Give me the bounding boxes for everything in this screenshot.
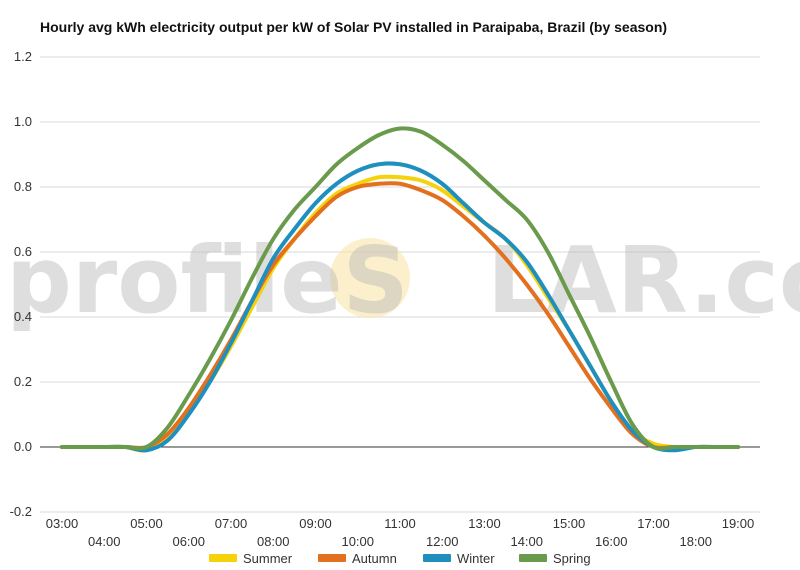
x-tick-label: 16:00 xyxy=(595,534,628,549)
x-tick-label: 09:00 xyxy=(299,516,332,531)
legend-label: Spring xyxy=(553,551,591,566)
x-tick-label: 07:00 xyxy=(215,516,248,531)
svg-text:profileSOLAR.com: profileSOLAR.com xyxy=(6,227,800,334)
legend-label: Winter xyxy=(457,551,495,566)
watermark-text-o: O xyxy=(409,227,487,334)
series-line-spring[interactable] xyxy=(60,126,740,451)
legend-label: Autumn xyxy=(352,551,397,566)
x-tick-label: 05:00 xyxy=(130,516,163,531)
watermark: profileSOLAR.com xyxy=(6,227,800,334)
watermark-text-pre: profileS xyxy=(6,227,409,334)
x-axis: 03:00 04:00 05:00 06:00 07:00 08:00 09:00 10:00… xyxy=(46,516,755,549)
legend-item-autumn[interactable]: Autumn xyxy=(318,551,397,566)
y-tick-label: 1.0 xyxy=(14,114,32,129)
x-tick-label: 19:00 xyxy=(722,516,755,531)
x-tick-label: 11:00 xyxy=(384,516,416,531)
legend-swatch xyxy=(209,554,237,562)
y-tick-label: 1.2 xyxy=(14,49,32,64)
series-line-winter[interactable] xyxy=(60,161,740,453)
legend-swatch xyxy=(519,554,547,562)
x-tick-label: 18:00 xyxy=(679,534,712,549)
legend-swatch xyxy=(423,554,451,562)
watermark-sun xyxy=(330,238,410,318)
y-tick-label: 0.8 xyxy=(14,179,32,194)
x-tick-label: 03:00 xyxy=(46,516,79,531)
legend-item-spring[interactable]: Spring xyxy=(519,551,591,566)
legend-item-winter[interactable]: Winter xyxy=(423,551,495,566)
y-tick-label: -0.2 xyxy=(10,504,32,519)
x-tick-label: 08:00 xyxy=(257,534,290,549)
y-axis: -0.2 0.0 0.2 0.4 0.6 0.8 1.0 1.2 xyxy=(10,49,32,519)
y-tick-label: 0.0 xyxy=(14,439,32,454)
y-tick-label: 0.2 xyxy=(14,374,32,389)
x-tick-label: 17:00 xyxy=(637,516,670,531)
x-tick-label: 14:00 xyxy=(510,534,543,549)
legend-label: Summer xyxy=(243,551,293,566)
series-line-autumn[interactable] xyxy=(60,181,740,450)
chart-title: Hourly avg kWh electricity output per kW… xyxy=(40,19,668,35)
legend[interactable]: Summer Autumn Winter Spring xyxy=(209,551,591,566)
y-tick-label: 0.4 xyxy=(14,309,32,324)
x-tick-label: 04:00 xyxy=(88,534,121,549)
y-tick-label: 0.6 xyxy=(14,244,32,259)
legend-item-summer[interactable]: Summer xyxy=(209,551,293,566)
x-tick-label: 12:00 xyxy=(426,534,459,549)
x-tick-label: 13:00 xyxy=(468,516,501,531)
x-tick-label: 15:00 xyxy=(553,516,586,531)
x-tick-label: 10:00 xyxy=(341,534,374,549)
watermark-text-post: LAR.com xyxy=(487,227,800,334)
x-tick-label: 06:00 xyxy=(172,534,205,549)
series-lines xyxy=(60,126,740,453)
legend-swatch xyxy=(318,554,346,562)
